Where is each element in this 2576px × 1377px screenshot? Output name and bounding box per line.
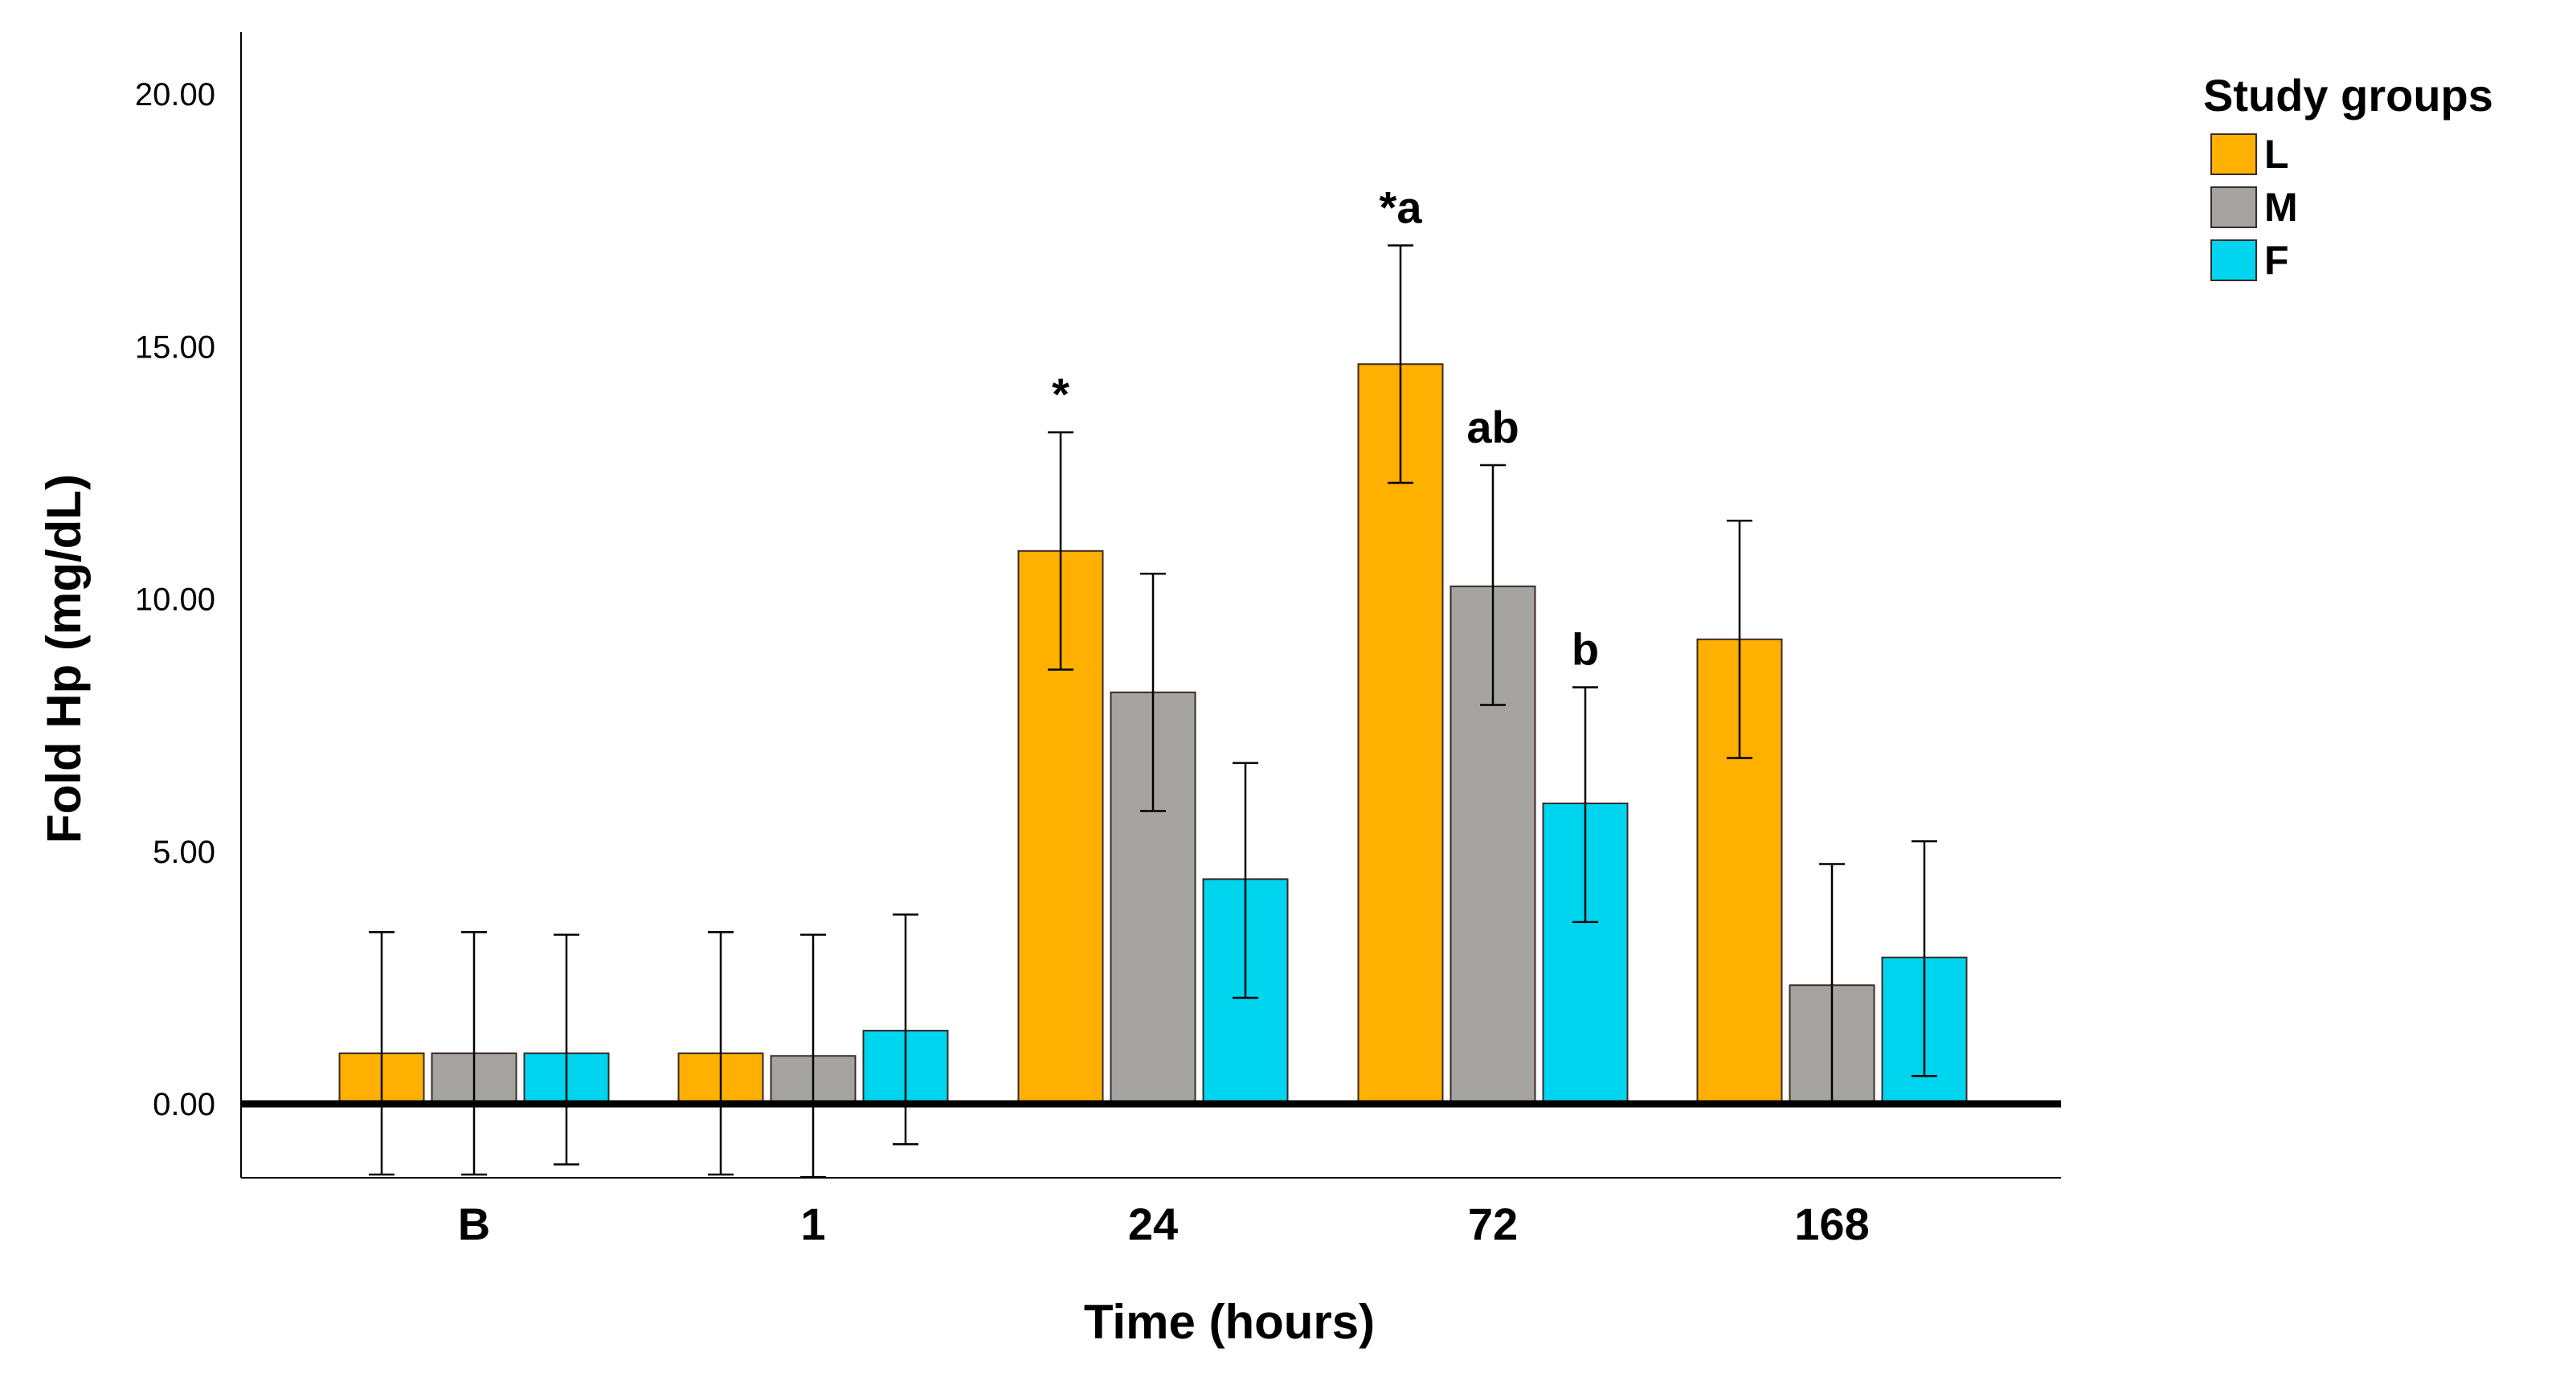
x-tick-label: B: [458, 1199, 490, 1249]
y-tick-label: 5.00: [153, 835, 215, 870]
y-tick-label: 0.00: [153, 1087, 215, 1122]
x-axis-title: Time (hours): [1084, 1295, 1375, 1349]
significance-annotation: b: [1572, 623, 1599, 674]
y-tick-label: 20.00: [135, 77, 215, 112]
x-tick-label: 1: [800, 1199, 825, 1249]
y-tick-label: 15.00: [135, 329, 215, 365]
legend-title: Study groups: [2203, 70, 2493, 121]
significance-annotation: *: [1052, 369, 1069, 419]
x-tick-label: 168: [1794, 1199, 1869, 1249]
bar-L-72: [1357, 363, 1444, 1105]
legend-swatch-F: [2210, 239, 2257, 281]
x-tick-label: 72: [1468, 1199, 1518, 1249]
significance-annotation: ab: [1466, 402, 1519, 452]
x-tick-label: 24: [1128, 1199, 1178, 1249]
legend-label-M: M: [2264, 185, 2298, 230]
legend-swatch-M: [2210, 186, 2257, 228]
y-axis-title: Fold Hp (mg/dL): [37, 474, 91, 844]
legend-label-L: L: [2264, 132, 2289, 177]
y-tick-label: 10.00: [135, 582, 215, 618]
significance-annotation: *a: [1380, 182, 1423, 233]
legend-swatch-L: [2210, 133, 2257, 175]
legend-label-F: F: [2264, 238, 2289, 283]
